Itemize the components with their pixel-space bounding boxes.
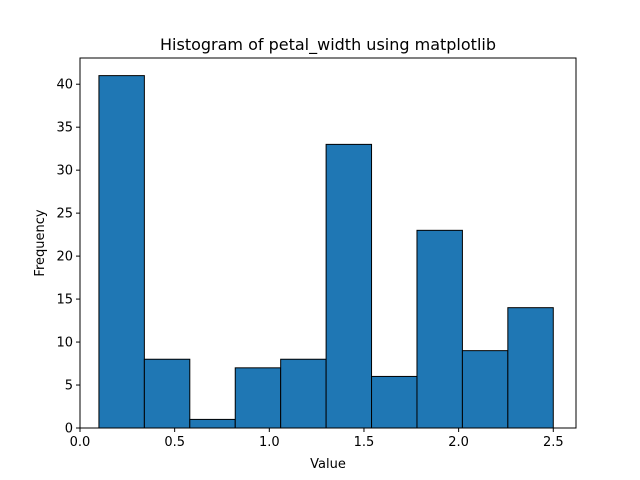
- x-tick-label: 2.5: [543, 435, 564, 450]
- chart-title: Histogram of petal_width using matplotli…: [160, 35, 496, 55]
- x-tick-label: 0.5: [164, 435, 185, 450]
- histogram-bar: [507, 307, 554, 429]
- x-tick-label: 0.0: [70, 435, 91, 450]
- y-tick-label: 30: [56, 164, 73, 179]
- histogram-bar: [371, 375, 418, 429]
- y-tick-label: 40: [56, 78, 73, 93]
- histogram-bar: [280, 358, 327, 429]
- x-axis: 0.0 0.5 1.0 1.5 2.0 2.5: [70, 428, 564, 450]
- y-tick-label: 10: [56, 336, 73, 351]
- x-tick-label: 2.0: [448, 435, 469, 450]
- y-axis-label: Frequency: [33, 209, 48, 276]
- x-tick-label: 1.5: [354, 435, 375, 450]
- histogram-bar: [325, 143, 373, 429]
- y-tick-label: 15: [56, 293, 73, 308]
- x-axis-label: Value: [310, 457, 346, 472]
- histogram-bar: [461, 350, 509, 429]
- x-tick-label: 1.0: [259, 435, 280, 450]
- histogram-bar: [416, 229, 463, 429]
- histogram-bar: [189, 418, 236, 429]
- bars-group: [98, 75, 554, 429]
- y-tick-label: 5: [65, 379, 73, 394]
- y-tick-label: 20: [56, 250, 73, 265]
- plot-frame: [79, 57, 577, 429]
- histogram-bar: [234, 367, 282, 429]
- histogram-bar: [98, 75, 145, 429]
- y-axis: 0 5 10 15 20 25 30 35 40: [56, 78, 80, 437]
- y-tick-label: 25: [56, 207, 73, 222]
- y-tick-label: 35: [56, 121, 73, 136]
- histogram-bar: [143, 358, 191, 429]
- y-tick-label: 0: [65, 422, 73, 437]
